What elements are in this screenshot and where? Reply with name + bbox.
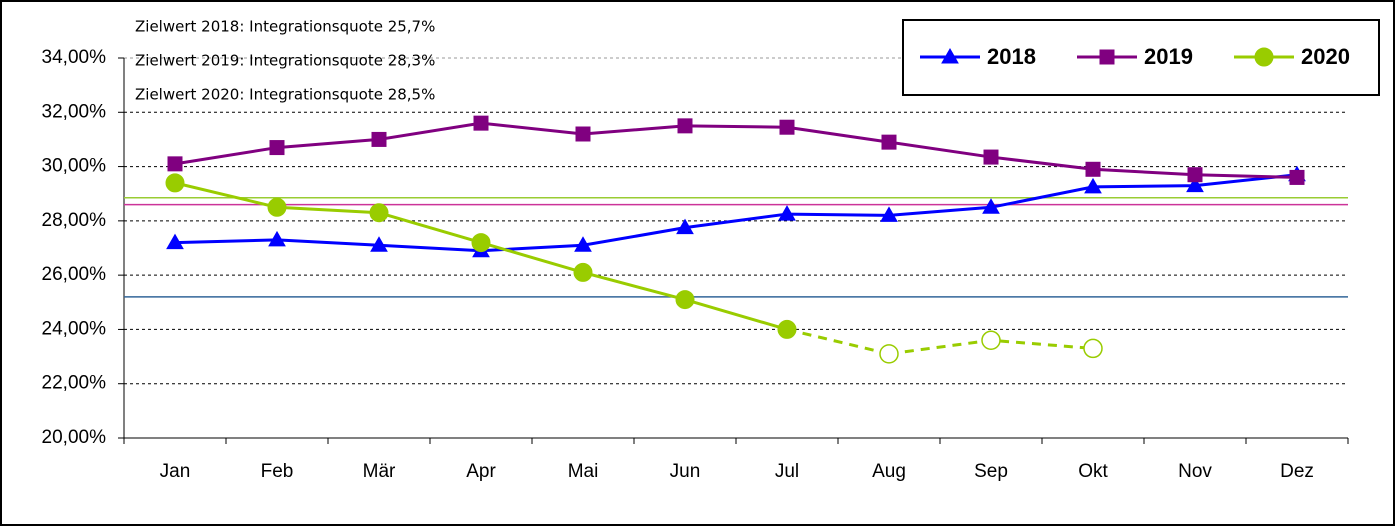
x-tick-label: Mär [363, 461, 396, 482]
marker [269, 140, 285, 156]
forecast-connector [786, 327, 890, 356]
marker [575, 126, 591, 142]
marker [675, 290, 695, 310]
marker [573, 262, 593, 282]
marker [574, 236, 592, 252]
y-tick-label: 34,00% [42, 47, 107, 68]
marker [982, 198, 1000, 214]
x-tick-label: Feb [261, 461, 294, 482]
annotation: Zielwert 2018: Integrationsquote 25,7% [135, 18, 435, 36]
x-tick-label: Jan [160, 461, 191, 482]
x-tick-label: Jul [775, 461, 799, 482]
x-tick-label: Mai [568, 461, 599, 482]
marker [473, 115, 489, 131]
marker [778, 205, 796, 221]
marker [1099, 49, 1115, 65]
y-tick-label: 24,00% [42, 318, 107, 339]
marker [371, 131, 387, 147]
y-tick-label: 20,00% [42, 427, 107, 448]
y-tick-label: 26,00% [42, 264, 107, 285]
marker [267, 197, 287, 217]
series-line [174, 121, 1298, 179]
marker [779, 119, 795, 135]
legend-box [902, 19, 1380, 96]
marker [880, 206, 898, 222]
marker [941, 47, 959, 64]
y-tick-label: 30,00% [42, 156, 107, 177]
x-tick-label: Dez [1280, 461, 1314, 482]
marker [471, 233, 491, 253]
annotation: Zielwert 2019: Integrationsquote 28,3% [135, 52, 435, 70]
marker [1085, 161, 1101, 177]
x-tick-label: Aug [872, 461, 906, 482]
marker [1289, 169, 1305, 185]
marker [268, 230, 286, 247]
marker [881, 134, 897, 150]
annotation: Zielwert 2020: Integrationsquote 28,5% [135, 86, 435, 104]
x-tick-label: Apr [466, 461, 496, 482]
series-line [174, 173, 1298, 253]
marker [879, 344, 899, 364]
y-tick-label: 32,00% [42, 101, 107, 122]
marker [981, 330, 1001, 351]
x-tick-label: Jun [670, 461, 701, 482]
marker [1186, 176, 1204, 193]
marker [983, 149, 999, 165]
marker [1187, 167, 1203, 183]
x-tick-label: Okt [1078, 461, 1108, 482]
legend-label: 2019 [1144, 44, 1193, 69]
marker [677, 118, 693, 134]
marker [1083, 338, 1103, 359]
marker [370, 236, 388, 252]
marker [676, 218, 694, 235]
y-tick-label: 22,00% [42, 373, 107, 394]
legend-label: 2020 [1301, 44, 1350, 69]
marker [369, 203, 389, 223]
legend-label: 2018 [987, 44, 1036, 69]
marker [167, 156, 183, 172]
y-tick-label: 28,00% [42, 210, 107, 231]
marker [166, 233, 184, 250]
marker [165, 173, 185, 193]
x-tick-label: Nov [1178, 461, 1212, 482]
marker [1084, 177, 1102, 194]
marker [1254, 47, 1274, 67]
marker [777, 319, 797, 339]
x-tick-label: Sep [974, 461, 1008, 482]
